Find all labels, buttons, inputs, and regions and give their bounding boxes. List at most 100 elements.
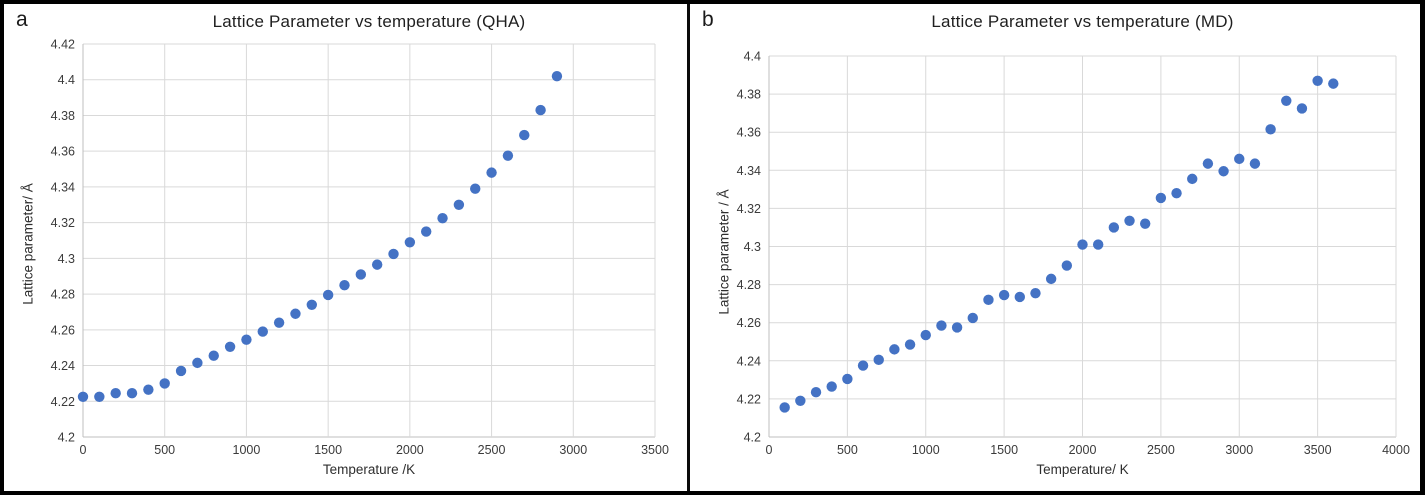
data-point xyxy=(1202,158,1214,169)
data-point xyxy=(842,373,853,385)
y-tick-label: 4.4 xyxy=(58,73,75,87)
y-tick-label: 4.42 xyxy=(51,38,75,52)
y-tick-label: 4.38 xyxy=(51,109,75,123)
data-point xyxy=(371,259,383,270)
data-point xyxy=(1077,239,1088,250)
y-tick-label: 4.26 xyxy=(737,316,761,330)
y-tick-label: 4.2 xyxy=(58,431,75,445)
data-point xyxy=(1328,78,1339,89)
data-point xyxy=(126,388,138,399)
data-point xyxy=(1108,222,1120,233)
data-point xyxy=(339,279,350,291)
data-point xyxy=(224,341,236,352)
right-border xyxy=(1420,4,1425,491)
data-point xyxy=(437,212,448,224)
data-point xyxy=(519,129,530,141)
data-point xyxy=(998,289,1010,301)
data-point xyxy=(421,226,432,237)
data-point xyxy=(1092,239,1104,250)
scatter-plot-qha: 4.2 4.22 4.24 4.26 4.28 4.3 4.32 4.34 4.36 4.38 4.… xyxy=(51,38,669,458)
x-tick-label: 1500 xyxy=(990,443,1018,457)
data-point xyxy=(936,320,947,331)
data-point xyxy=(143,384,154,395)
data-point xyxy=(1030,287,1041,299)
chart-title-qha: Lattice Parameter vs temperature (QHA) xyxy=(212,12,526,31)
data-point xyxy=(967,312,978,324)
y-tick-label: 4.28 xyxy=(737,278,761,292)
data-point xyxy=(951,322,963,333)
data-point xyxy=(241,334,252,345)
data-point xyxy=(1249,158,1261,169)
data-point xyxy=(1061,260,1073,271)
x-axis-label-qha: Temperature /K xyxy=(322,462,416,477)
x-tick-label: 0 xyxy=(80,443,87,457)
data-point xyxy=(388,248,399,260)
data-point xyxy=(1171,187,1182,199)
x-tick-label: 2000 xyxy=(396,443,424,457)
data-point xyxy=(306,299,317,311)
data-point xyxy=(1155,192,1167,204)
data-point xyxy=(110,388,121,399)
data-point xyxy=(159,378,170,389)
x-tick-label: 2000 xyxy=(1069,443,1097,457)
data-point xyxy=(404,237,416,248)
data-point xyxy=(192,357,203,369)
x-tick-label: 1000 xyxy=(912,443,940,457)
y-tick-label: 4.4 xyxy=(744,50,761,64)
data-point xyxy=(889,344,900,355)
data-point xyxy=(1312,75,1323,86)
y-tick-label: 4.38 xyxy=(737,88,761,102)
data-point xyxy=(1218,166,1229,177)
data-point xyxy=(175,365,187,377)
data-point xyxy=(1281,95,1292,106)
x-tick-label: 0 xyxy=(766,443,773,457)
data-point xyxy=(779,402,790,413)
y-tick-label: 4.24 xyxy=(51,359,75,373)
data-point xyxy=(1265,124,1276,135)
panel-divider xyxy=(687,4,690,491)
data-point xyxy=(77,391,89,403)
data-point xyxy=(502,150,514,161)
data-point xyxy=(1187,173,1198,185)
data-point xyxy=(1014,291,1025,303)
x-tick-label: 2500 xyxy=(478,443,506,457)
x-tick-label: 2500 xyxy=(1147,443,1175,457)
panel-letter-a: a xyxy=(16,8,28,31)
data-point xyxy=(920,329,931,341)
x-tick-label: 3500 xyxy=(1304,443,1332,457)
data-point xyxy=(290,308,301,319)
data-point xyxy=(1140,218,1151,229)
data-point xyxy=(94,391,105,403)
x-tick-label: 1000 xyxy=(233,443,261,457)
data-point xyxy=(826,381,837,392)
chart-title-md: Lattice Parameter vs temperature (MD) xyxy=(931,12,1234,31)
panel-qha: a Lattice Parameter vs temperature (QHA)… xyxy=(4,4,687,491)
y-tick-label: 4.32 xyxy=(51,216,75,230)
data-point xyxy=(873,354,884,366)
data-point xyxy=(904,339,916,350)
x-tick-label: 3000 xyxy=(1225,443,1253,457)
panel-letter-b: b xyxy=(702,8,714,31)
y-tick-label: 4.3 xyxy=(744,240,761,254)
x-tick-label: 3500 xyxy=(641,443,669,457)
y-tick-label: 4.34 xyxy=(51,180,75,194)
y-tick-label: 4.2 xyxy=(744,431,761,445)
left-border xyxy=(0,4,4,491)
data-point xyxy=(1045,273,1057,285)
y-tick-label: 4.22 xyxy=(51,395,75,409)
data-point xyxy=(1124,215,1135,226)
data-point xyxy=(486,167,497,178)
data-point xyxy=(535,104,546,116)
y-tick-label: 4.28 xyxy=(51,288,75,302)
scatter-plot-md: 4.2 4.22 4.24 4.26 4.28 4.3 4.32 4.34 4.36 4.38 4.… xyxy=(737,50,1410,458)
data-point xyxy=(322,289,334,301)
data-point xyxy=(273,317,285,328)
data-point xyxy=(453,199,465,210)
x-tick-label: 500 xyxy=(837,443,858,457)
y-tick-label: 4.36 xyxy=(51,145,75,159)
data-point xyxy=(810,387,822,398)
data-point xyxy=(795,395,806,407)
x-tick-label: 4000 xyxy=(1382,443,1410,457)
y-tick-label: 4.32 xyxy=(737,202,761,216)
